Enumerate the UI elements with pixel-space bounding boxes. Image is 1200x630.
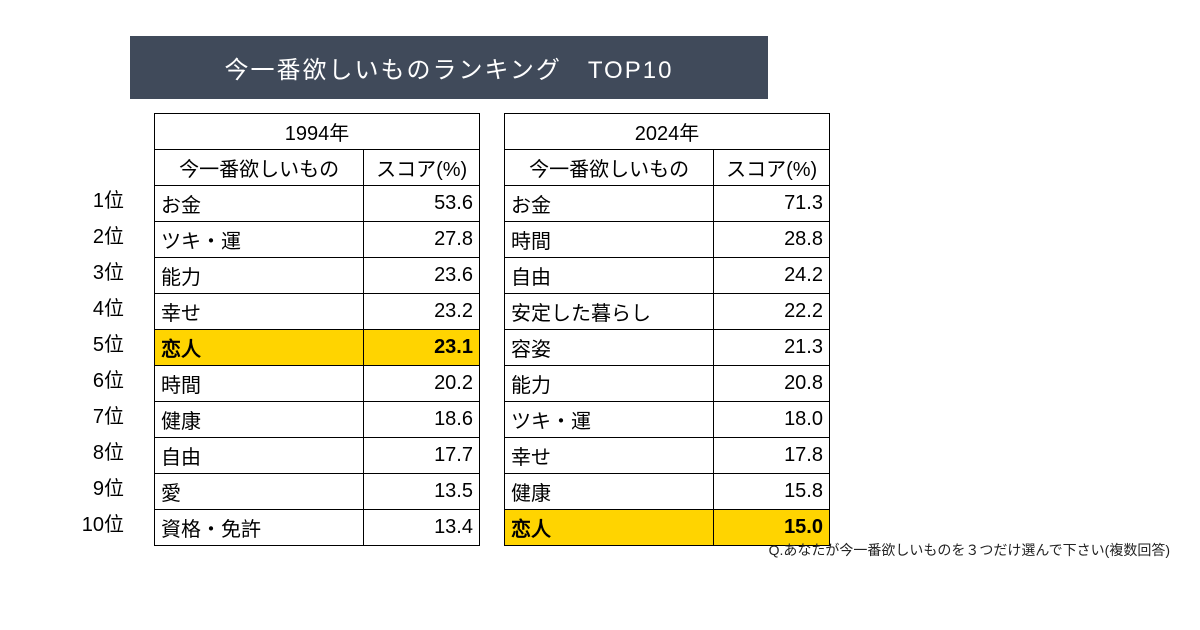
item-cell: 幸せ bbox=[155, 294, 364, 330]
year-head-right: 2024年 bbox=[505, 114, 830, 150]
table-row: 幸せ17.8 bbox=[505, 438, 830, 474]
tables-wrap: 1位2位3位4位5位6位7位8位9位10位 1994年 今一番欲しいもの スコア… bbox=[70, 113, 1200, 546]
item-cell: 能力 bbox=[155, 258, 364, 294]
score-cell: 28.8 bbox=[714, 222, 830, 258]
rank-label: 3位 bbox=[70, 255, 130, 291]
score-cell: 18.6 bbox=[364, 402, 480, 438]
score-cell: 17.8 bbox=[714, 438, 830, 474]
item-cell: 自由 bbox=[505, 258, 714, 294]
table-row: 容姿21.3 bbox=[505, 330, 830, 366]
table-row: 健康15.8 bbox=[505, 474, 830, 510]
score-cell: 24.2 bbox=[714, 258, 830, 294]
score-cell: 15.8 bbox=[714, 474, 830, 510]
rank-label: 9位 bbox=[70, 471, 130, 507]
item-cell: 愛 bbox=[155, 474, 364, 510]
table-row: 時間28.8 bbox=[505, 222, 830, 258]
rank-column: 1位2位3位4位5位6位7位8位9位10位 bbox=[70, 113, 130, 543]
score-cell: 20.2 bbox=[364, 366, 480, 402]
item-cell: 資格・免許 bbox=[155, 510, 364, 546]
year-head-left: 1994年 bbox=[155, 114, 480, 150]
table-row: 愛13.5 bbox=[155, 474, 480, 510]
table-1994: 1994年 今一番欲しいもの スコア(%) お金53.6ツキ・運27.8能力23… bbox=[154, 113, 480, 546]
rank-label: 5位 bbox=[70, 327, 130, 363]
title-bar: 今一番欲しいものランキング TOP10 bbox=[130, 36, 768, 99]
item-cell: お金 bbox=[505, 186, 714, 222]
item-cell: お金 bbox=[155, 186, 364, 222]
col-head-item-right: 今一番欲しいもの bbox=[505, 150, 714, 186]
item-cell: 安定した暮らし bbox=[505, 294, 714, 330]
col-head-score-right: スコア(%) bbox=[714, 150, 830, 186]
table-row: 自由17.7 bbox=[155, 438, 480, 474]
score-cell: 71.3 bbox=[714, 186, 830, 222]
table-row: お金53.6 bbox=[155, 186, 480, 222]
rank-label: 8位 bbox=[70, 435, 130, 471]
table-row: 健康18.6 bbox=[155, 402, 480, 438]
rank-label: 6位 bbox=[70, 363, 130, 399]
score-cell: 21.3 bbox=[714, 330, 830, 366]
footnote: Q.あなたが今一番欲しいものを３つだけ選んで下さい(複数回答) bbox=[769, 540, 1170, 560]
table-2024: 2024年 今一番欲しいもの スコア(%) お金71.3時間28.8自由24.2… bbox=[504, 113, 830, 546]
item-cell: 時間 bbox=[505, 222, 714, 258]
score-cell: 22.2 bbox=[714, 294, 830, 330]
rank-label: 1位 bbox=[70, 183, 130, 219]
rank-label: 10位 bbox=[70, 507, 130, 543]
col-head-item-left: 今一番欲しいもの bbox=[155, 150, 364, 186]
table-row: 時間20.2 bbox=[155, 366, 480, 402]
score-cell: 20.8 bbox=[714, 366, 830, 402]
table-row: 恋人23.1 bbox=[155, 330, 480, 366]
table-row: ツキ・運27.8 bbox=[155, 222, 480, 258]
item-cell: 恋人 bbox=[505, 510, 714, 546]
score-cell: 18.0 bbox=[714, 402, 830, 438]
score-cell: 13.4 bbox=[364, 510, 480, 546]
score-cell: 23.6 bbox=[364, 258, 480, 294]
table-row: ツキ・運18.0 bbox=[505, 402, 830, 438]
item-cell: 恋人 bbox=[155, 330, 364, 366]
table-row: お金71.3 bbox=[505, 186, 830, 222]
score-cell: 23.1 bbox=[364, 330, 480, 366]
item-cell: ツキ・運 bbox=[155, 222, 364, 258]
score-cell: 27.8 bbox=[364, 222, 480, 258]
score-cell: 23.2 bbox=[364, 294, 480, 330]
item-cell: ツキ・運 bbox=[505, 402, 714, 438]
item-cell: 能力 bbox=[505, 366, 714, 402]
col-head-score-left: スコア(%) bbox=[364, 150, 480, 186]
table-row: 自由24.2 bbox=[505, 258, 830, 294]
item-cell: 健康 bbox=[505, 474, 714, 510]
table-row: 能力23.6 bbox=[155, 258, 480, 294]
item-cell: 容姿 bbox=[505, 330, 714, 366]
item-cell: 自由 bbox=[155, 438, 364, 474]
item-cell: 健康 bbox=[155, 402, 364, 438]
rank-label: 2位 bbox=[70, 219, 130, 255]
table-row: 能力20.8 bbox=[505, 366, 830, 402]
table-row: 安定した暮らし22.2 bbox=[505, 294, 830, 330]
rank-label: 7位 bbox=[70, 399, 130, 435]
score-cell: 53.6 bbox=[364, 186, 480, 222]
score-cell: 17.7 bbox=[364, 438, 480, 474]
table-row: 資格・免許13.4 bbox=[155, 510, 480, 546]
item-cell: 幸せ bbox=[505, 438, 714, 474]
table-row: 幸せ23.2 bbox=[155, 294, 480, 330]
score-cell: 13.5 bbox=[364, 474, 480, 510]
rank-label: 4位 bbox=[70, 291, 130, 327]
item-cell: 時間 bbox=[155, 366, 364, 402]
